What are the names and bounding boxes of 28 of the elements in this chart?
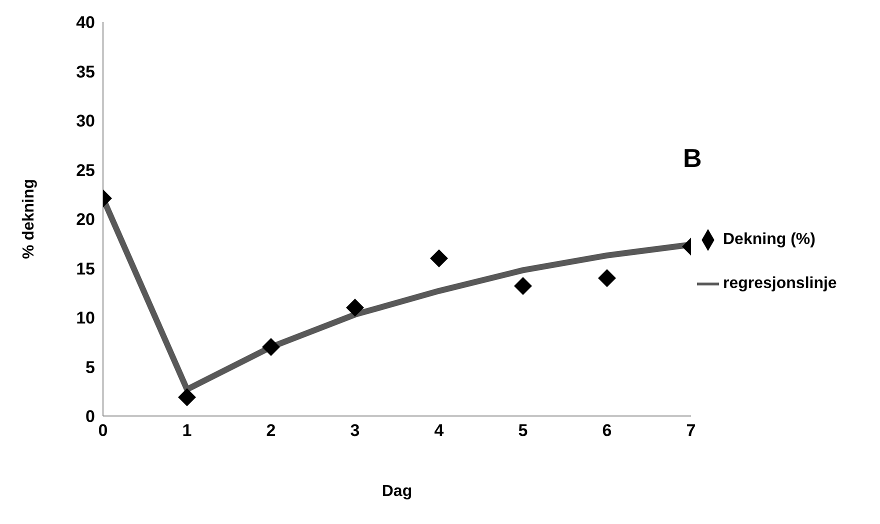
annotation: B xyxy=(683,143,702,174)
point xyxy=(598,269,616,288)
y-tick-label: 15 xyxy=(76,259,95,278)
y-tick-label: 10 xyxy=(76,308,95,328)
x-tick-label: 5 xyxy=(518,421,528,440)
y-tick-label: 20 xyxy=(76,210,95,230)
legend-label: Dekning (%) xyxy=(723,231,816,248)
x-tick-label: 1 xyxy=(182,421,192,440)
y-axis-title: % dekning xyxy=(20,178,38,260)
y-tick-label: 35 xyxy=(76,62,95,82)
y-tick-label: 5 xyxy=(86,358,95,377)
x-tick-label: 3 xyxy=(350,421,360,440)
point xyxy=(346,298,364,317)
point xyxy=(430,249,448,268)
y-tick-label: 0 xyxy=(86,407,95,426)
point xyxy=(178,388,196,406)
x-tick-label: 0 xyxy=(98,421,108,440)
y-tick-label: 40 xyxy=(76,13,95,32)
y-tick-label: 30 xyxy=(76,112,95,131)
legend-label: regresjonslinje xyxy=(723,275,837,292)
point xyxy=(262,338,280,356)
y-tick-label: 25 xyxy=(76,160,95,180)
x-tick-label: 7 xyxy=(686,421,696,440)
x-tick-label: 2 xyxy=(266,421,276,440)
x-tick-label: 6 xyxy=(602,421,612,440)
point xyxy=(514,276,532,295)
x-axis-title: Dag xyxy=(382,483,412,500)
x-tick-label: 4 xyxy=(434,421,444,440)
